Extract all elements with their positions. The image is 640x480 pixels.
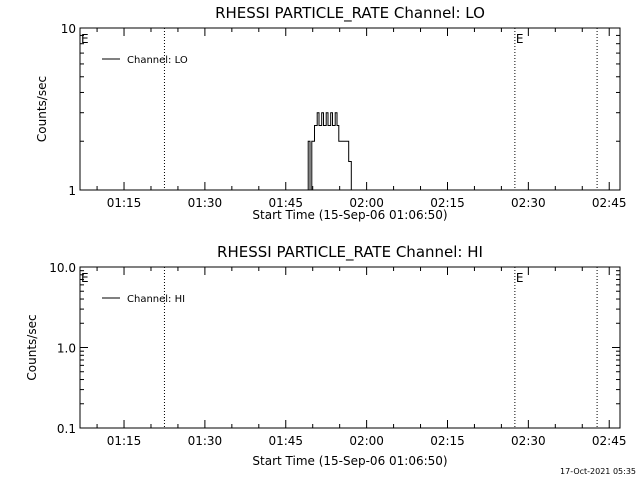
y-tick-label: 0.1 [57,422,76,436]
chart-title: RHESSI PARTICLE_RATE Channel: LO [215,4,485,23]
event-marker-label: E [516,271,524,285]
hi-channel-panel: RHESSI PARTICLE_RATE Channel: HI 01:15 01:… [25,243,627,468]
x-tick-label: 01:30 [188,434,223,448]
y-tick-label: 10.0 [49,261,76,275]
event-marker-label: E [516,32,524,46]
legend-label: Channel: HI [127,294,185,305]
x-tick-label: 02:30 [511,196,546,210]
x-tick-label: 01:45 [268,434,303,448]
x-tick-label: 02:15 [430,434,465,448]
x-tick-label: 01:45 [268,196,303,210]
y-axis-label: Counts/sec [25,314,39,380]
x-tick-label: 02:30 [511,434,546,448]
x-axis-label: Start Time (15-Sep-06 01:06:50) [252,454,447,468]
plot-frame [79,27,621,191]
corner-label: E [81,271,89,285]
corner-label: E [81,32,89,46]
series-line-channel-lo [80,112,620,191]
x-axis-label: Start Time (15-Sep-06 01:06:50) [252,208,447,222]
legend-label: Channel: LO [127,55,188,66]
x-tick-label: 02:15 [430,196,465,210]
plot-frame [79,266,621,429]
chart-title: RHESSI PARTICLE_RATE Channel: HI [217,243,483,262]
y-axis-label: Counts/sec [35,76,49,142]
x-tick-label: 01:15 [107,434,142,448]
lo-channel-panel: RHESSI PARTICLE_RATE Channel: LO 01:15 01:… [35,4,627,222]
x-tick-label: 01:15 [107,196,142,210]
y-tick-label: 10 [61,22,76,36]
x-tick-label: 02:00 [349,196,384,210]
generation-timestamp: 17-Oct-2021 05:35 [560,467,636,476]
x-tick-label: 02:00 [349,434,384,448]
y-tick-label: 1 [68,184,76,198]
x-tick-label: 02:45 [592,196,627,210]
x-tick-label: 01:30 [188,196,223,210]
x-tick-label: 02:45 [592,434,627,448]
y-tick-label: 1.0 [57,342,76,356]
